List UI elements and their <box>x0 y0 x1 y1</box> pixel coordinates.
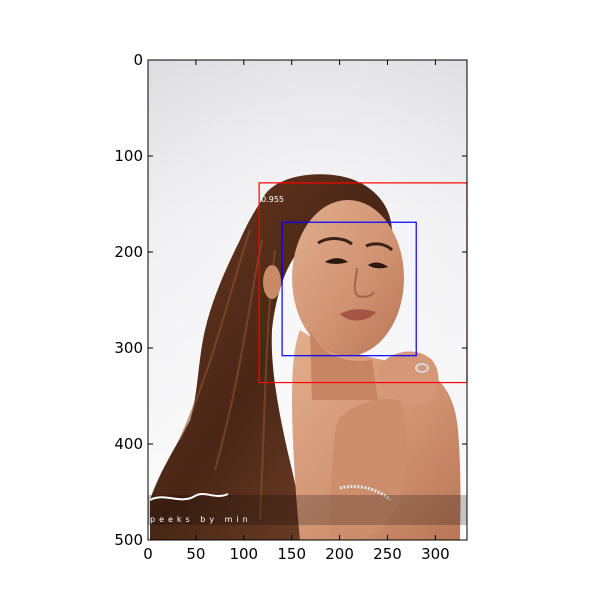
blue-box <box>281 221 417 357</box>
eye-right <box>368 262 388 269</box>
x-tick-label: 100 <box>229 545 258 563</box>
watermark-flourish <box>149 493 229 501</box>
x-tick-label: 0 <box>143 545 153 563</box>
y-tick-label: 300 <box>114 339 143 357</box>
watermark-band <box>148 495 467 525</box>
axis-ticks: 0 50 100 150 200 250 300 0 100 200 300 400 500 <box>114 51 467 563</box>
hair <box>150 174 395 540</box>
face <box>292 200 404 356</box>
y-tick-label: 0 <box>133 51 143 69</box>
x-tick-label: 200 <box>325 545 354 563</box>
x-tick-label: 250 <box>373 545 402 563</box>
red-box-score: 0.955 <box>261 195 284 204</box>
bracelet <box>339 485 392 502</box>
y-tick-label: 100 <box>114 147 143 165</box>
photo: peeks by min <box>148 60 467 540</box>
ear <box>263 265 281 299</box>
x-tick-label: 300 <box>421 545 450 563</box>
eyebrow-right <box>365 242 394 252</box>
forearm <box>330 398 407 540</box>
x-tick-label: 150 <box>277 545 306 563</box>
eyebrow-left <box>317 237 353 246</box>
watermark-text: peeks by min <box>150 515 252 524</box>
axes-frame <box>147 59 468 541</box>
x-tick-label: 50 <box>186 545 205 563</box>
nose <box>353 267 375 298</box>
y-tick-label: 500 <box>114 531 143 549</box>
lips <box>340 309 376 321</box>
ring <box>415 363 429 373</box>
y-tick-label: 200 <box>114 243 143 261</box>
eye-left <box>325 258 348 264</box>
y-tick-label: 400 <box>114 435 143 453</box>
